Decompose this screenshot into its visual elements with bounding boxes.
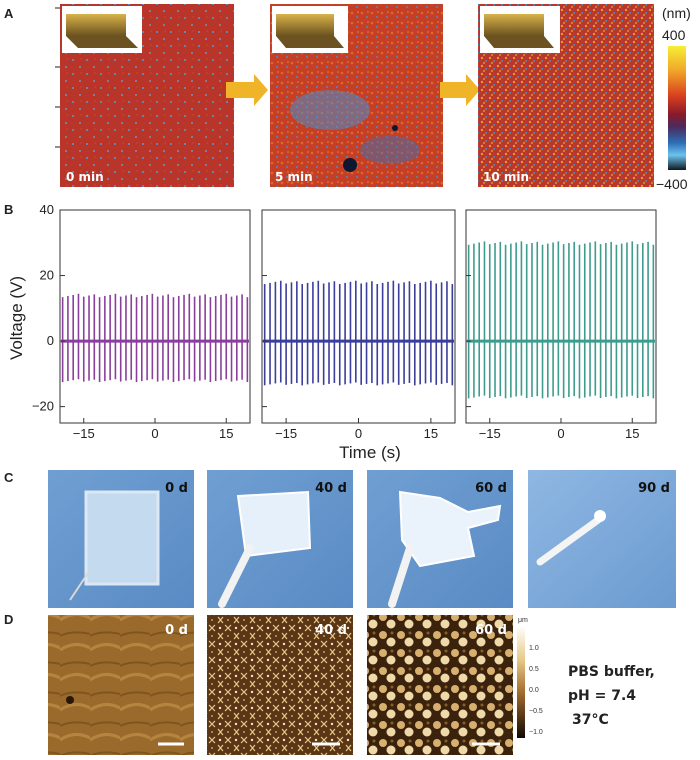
afm-colorbar-tick: 0.0 xyxy=(529,687,539,694)
y-tick-label: 40 xyxy=(40,202,54,217)
panel-d: D 0 d 40 d 60 d μm 1.0 0.5 0.0 −0.5 −1.0 xyxy=(4,612,655,755)
afm-colorbar: μm 1.0 0.5 0.0 −0.5 −1.0 xyxy=(517,617,543,738)
afm-map-0min: 0 min xyxy=(55,4,234,187)
y-tick-label: 20 xyxy=(40,268,54,283)
panel-c-letter: C xyxy=(4,470,14,485)
afm-label-40d: 40 d xyxy=(315,623,347,638)
arrow-right-icon xyxy=(440,74,480,106)
map-label-5min: 5 min xyxy=(275,170,313,184)
photo-label-0d: 0 d xyxy=(165,481,188,496)
afm-colorbar-tick: 0.5 xyxy=(529,666,539,673)
colorbar-unit: (nm) xyxy=(662,5,691,21)
x-tick-label: −15 xyxy=(275,426,297,441)
panel-d-letter: D xyxy=(4,612,13,627)
afm-colorbar-unit: μm xyxy=(518,617,528,624)
degradation-photo-0d: 0 d xyxy=(48,470,194,608)
y-axis-title: Voltage (V) xyxy=(7,276,26,360)
photo-label-60d: 60 d xyxy=(475,481,507,496)
test-conditions: PBS buffer, pH = 7.4 37°C xyxy=(568,664,655,728)
afm-map-5min: 5 min xyxy=(270,4,443,187)
x-tick-label: 0 xyxy=(355,426,362,441)
afm-colorbar-tick: −0.5 xyxy=(529,708,543,715)
map-label-10min: 10 min xyxy=(483,170,529,184)
voltage-subplot-2: −15 0 15 xyxy=(261,209,456,441)
degradation-photo-40d: 40 d xyxy=(207,470,353,608)
x-tick-label: 15 xyxy=(625,426,639,441)
x-axis-title: Time (s) xyxy=(339,443,401,462)
arrow-right-icon xyxy=(226,74,268,106)
panel-b-letter: B xyxy=(4,202,13,217)
map-label-0min: 0 min xyxy=(66,170,104,184)
height-colorbar: (nm) 400 −400 xyxy=(656,5,691,192)
colorbar-min: −400 xyxy=(656,176,688,192)
x-tick-label: 15 xyxy=(219,426,233,441)
afm-image-0d: 0 d xyxy=(48,615,194,755)
photo-label-40d: 40 d xyxy=(315,481,347,496)
afm-colorbar-tick: −1.0 xyxy=(529,729,543,736)
afm-image-40d: 40 d xyxy=(207,615,353,755)
y-tick-label: 0 xyxy=(47,333,54,348)
panel-a: A 0 min 5 min xyxy=(4,4,691,192)
degradation-photo-90d: 90 d xyxy=(528,470,676,608)
afm-label-0d: 0 d xyxy=(165,623,188,638)
condition-buffer: PBS buffer, xyxy=(568,664,655,680)
condition-ph: pH = 7.4 xyxy=(568,688,636,704)
y-tick-label: −20 xyxy=(32,399,54,414)
x-tick-label: −15 xyxy=(479,426,501,441)
x-tick-label: 0 xyxy=(151,426,158,441)
x-tick-label: −15 xyxy=(73,426,95,441)
condition-temperature: 37°C xyxy=(572,712,609,728)
panel-c: C 0 d 40 d 60 d 90 d xyxy=(4,470,676,608)
voltage-subplot-3: −15 0 15 xyxy=(465,209,657,441)
colorbar-max: 400 xyxy=(662,27,686,43)
afm-label-60d: 60 d xyxy=(475,623,507,638)
voltage-plots: −15 0 15 −20 0 20 40 −15 0 15 −15 0 15 xyxy=(32,202,657,441)
afm-map-10min: 10 min xyxy=(478,4,654,187)
x-tick-label: 15 xyxy=(424,426,438,441)
afm-image-60d: 60 d xyxy=(367,615,513,755)
panel-b: B Voltage (V) Time (s) −15 0 15−2002040−15… xyxy=(4,202,657,462)
degradation-photo-60d: 60 d xyxy=(367,470,513,608)
panel-a-letter: A xyxy=(4,6,14,21)
voltage-subplot-1: −15 0 15 −20 0 20 40 xyxy=(32,202,251,441)
x-tick-label: 0 xyxy=(557,426,564,441)
photo-label-90d: 90 d xyxy=(638,481,670,496)
afm-colorbar-tick: 1.0 xyxy=(529,645,539,652)
